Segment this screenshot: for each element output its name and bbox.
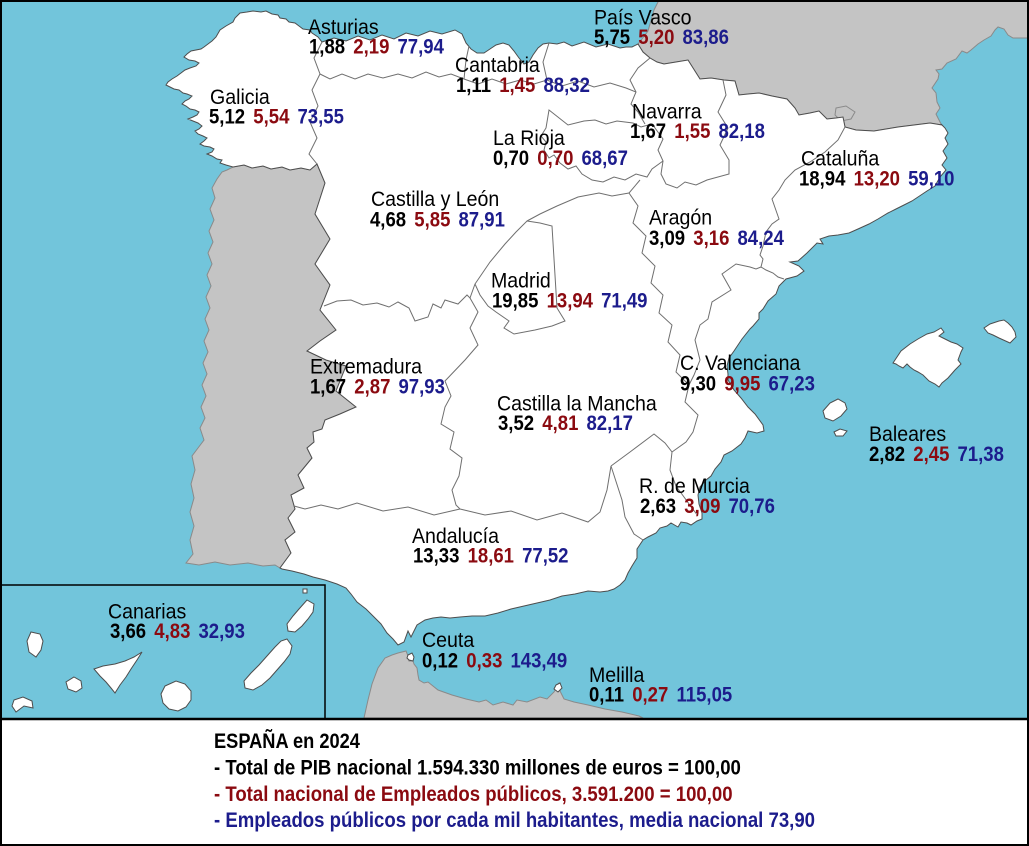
svg-text:82,17: 82,17 xyxy=(587,411,633,435)
svg-text:- Total de PIB nacional 1.594.: - Total de PIB nacional 1.594.330 millon… xyxy=(214,756,741,779)
svg-text:83,86: 83,86 xyxy=(683,25,729,49)
svg-text:Cataluña: Cataluña xyxy=(801,147,879,171)
svg-text:70,76: 70,76 xyxy=(729,494,775,518)
svg-text:13,94: 13,94 xyxy=(547,289,593,313)
svg-text:77,52: 77,52 xyxy=(522,543,568,567)
svg-text:143,49: 143,49 xyxy=(511,649,568,673)
svg-text:82,18: 82,18 xyxy=(719,119,765,143)
svg-text:77,94: 77,94 xyxy=(398,35,444,59)
svg-text:67,23: 67,23 xyxy=(769,371,815,395)
svg-text:Melilla: Melilla xyxy=(589,663,644,687)
svg-text:1,45: 1,45 xyxy=(499,73,535,97)
svg-text:Castilla y León: Castilla y León xyxy=(371,187,499,211)
svg-text:5,85: 5,85 xyxy=(414,207,450,231)
svg-text:18,94: 18,94 xyxy=(799,166,845,190)
svg-text:Andalucía: Andalucía xyxy=(412,524,499,548)
svg-text:1,55: 1,55 xyxy=(674,119,710,143)
svg-text:4,68: 4,68 xyxy=(370,207,406,231)
svg-text:3,66: 3,66 xyxy=(110,619,146,643)
svg-text:18,61: 18,61 xyxy=(468,543,514,567)
svg-text:9,95: 9,95 xyxy=(724,371,760,395)
svg-text:5,75: 5,75 xyxy=(594,25,630,49)
svg-text:59,10: 59,10 xyxy=(908,166,954,190)
svg-text:Aragón: Aragón xyxy=(649,206,712,230)
svg-text:115,05: 115,05 xyxy=(677,683,733,707)
svg-text:1,88: 1,88 xyxy=(309,35,345,59)
svg-text:La Rioja: La Rioja xyxy=(493,126,565,150)
svg-text:3,16: 3,16 xyxy=(693,226,729,250)
svg-text:3,09: 3,09 xyxy=(649,226,685,250)
svg-text:68,67: 68,67 xyxy=(582,146,628,170)
svg-text:Baleares: Baleares xyxy=(869,422,946,446)
svg-text:2,63: 2,63 xyxy=(640,494,676,518)
svg-text:0,70: 0,70 xyxy=(537,146,573,170)
svg-text:88,32: 88,32 xyxy=(544,73,590,97)
svg-text:1,67: 1,67 xyxy=(310,374,346,398)
svg-text:1,67: 1,67 xyxy=(630,119,666,143)
svg-text:Galicia: Galicia xyxy=(210,85,270,109)
svg-text:13,33: 13,33 xyxy=(413,543,459,567)
svg-text:2,45: 2,45 xyxy=(913,442,949,466)
svg-text:Extremadura: Extremadura xyxy=(310,354,422,378)
svg-text:19,85: 19,85 xyxy=(492,289,538,313)
svg-text:Canarias: Canarias xyxy=(108,599,186,623)
svg-text:Navarra: Navarra xyxy=(632,99,702,123)
svg-text:0,70: 0,70 xyxy=(493,146,529,170)
svg-text:9,30: 9,30 xyxy=(680,371,716,395)
svg-text:5,12: 5,12 xyxy=(209,105,245,129)
svg-text:ESPAÑA en 2024: ESPAÑA en 2024 xyxy=(214,730,360,753)
svg-text:13,20: 13,20 xyxy=(854,166,900,190)
svg-text:5,20: 5,20 xyxy=(638,25,674,49)
svg-text:- Empleados públicos por cada: - Empleados públicos por cada mil habita… xyxy=(214,809,815,832)
svg-text:País Vasco: País Vasco xyxy=(594,5,692,29)
svg-text:3,09: 3,09 xyxy=(684,494,720,518)
svg-text:3,52: 3,52 xyxy=(498,411,534,435)
svg-text:84,24: 84,24 xyxy=(738,226,784,250)
svg-text:R. de Murcia: R. de Murcia xyxy=(639,474,750,498)
svg-text:Castilla la Mancha: Castilla la Mancha xyxy=(497,392,657,416)
svg-text:C. Valenciana: C. Valenciana xyxy=(680,351,800,375)
svg-text:0,11: 0,11 xyxy=(589,683,624,707)
svg-text:32,93: 32,93 xyxy=(199,619,245,643)
svg-text:0,12: 0,12 xyxy=(422,649,458,673)
svg-text:1,11: 1,11 xyxy=(456,73,491,97)
svg-text:Cantabria: Cantabria xyxy=(455,53,540,77)
svg-text:0,27: 0,27 xyxy=(632,683,668,707)
svg-text:Asturias: Asturias xyxy=(308,15,379,39)
svg-text:2,19: 2,19 xyxy=(353,35,389,59)
svg-text:71,49: 71,49 xyxy=(601,289,647,313)
svg-text:2,87: 2,87 xyxy=(354,374,390,398)
svg-text:Ceuta: Ceuta xyxy=(422,628,474,652)
svg-text:4,83: 4,83 xyxy=(154,619,190,643)
svg-text:4,81: 4,81 xyxy=(542,411,578,435)
svg-text:- Total nacional de Empleados: - Total nacional de Empleados públicos, … xyxy=(214,783,733,806)
svg-text:73,55: 73,55 xyxy=(298,105,344,129)
svg-text:97,93: 97,93 xyxy=(399,374,445,398)
svg-text:Madrid: Madrid xyxy=(491,268,551,292)
svg-text:71,38: 71,38 xyxy=(958,442,1004,466)
svg-text:0,33: 0,33 xyxy=(466,649,502,673)
svg-text:2,82: 2,82 xyxy=(869,442,905,466)
svg-text:87,91: 87,91 xyxy=(459,207,505,231)
svg-text:5,54: 5,54 xyxy=(253,105,289,129)
